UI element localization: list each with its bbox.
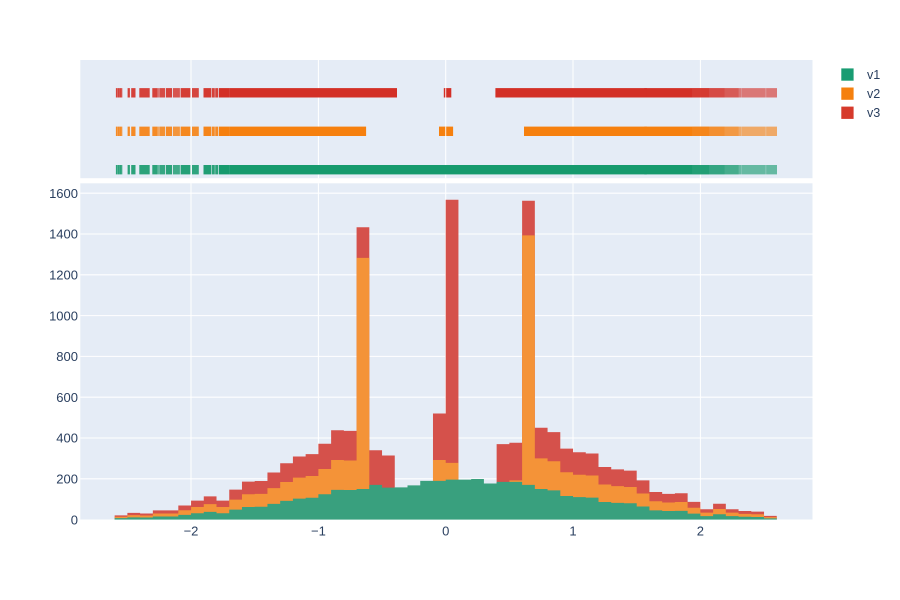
svg-text:2: 2 (697, 524, 704, 539)
svg-text:1400: 1400 (49, 227, 78, 242)
svg-text:600: 600 (56, 390, 78, 405)
svg-text:1000: 1000 (49, 308, 78, 323)
svg-text:−1: −1 (311, 524, 326, 539)
svg-text:1: 1 (569, 524, 576, 539)
svg-text:0: 0 (442, 524, 449, 539)
svg-text:−2: −2 (184, 524, 199, 539)
svg-text:v3: v3 (867, 106, 880, 120)
svg-text:1200: 1200 (49, 268, 78, 283)
svg-text:400: 400 (56, 431, 78, 446)
svg-text:200: 200 (56, 472, 78, 487)
svg-text:v1: v1 (867, 68, 880, 82)
svg-text:1600: 1600 (49, 186, 78, 201)
svg-text:800: 800 (56, 349, 78, 364)
svg-text:0: 0 (71, 512, 78, 527)
svg-text:v2: v2 (867, 87, 880, 101)
